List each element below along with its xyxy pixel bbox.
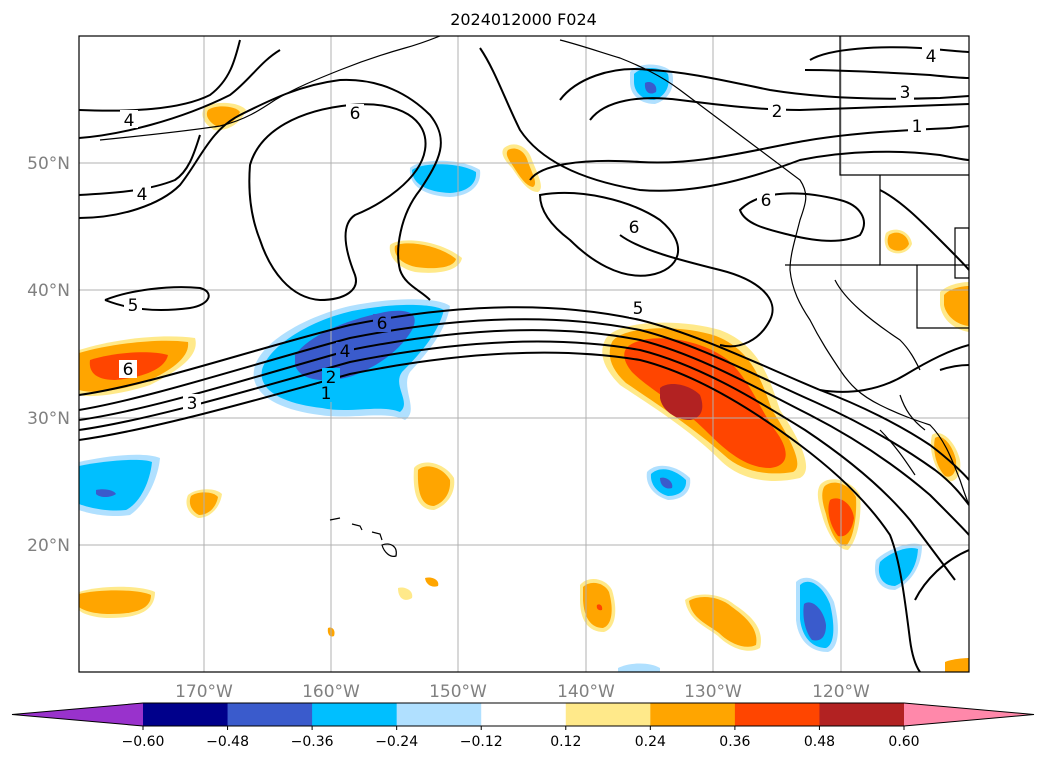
contour-label: 4 — [124, 111, 135, 131]
contour-label: 6 — [761, 191, 772, 211]
colorbar-tick-label: −0.12 — [460, 734, 503, 750]
colorbar-segment — [734, 703, 820, 726]
map-content — [79, 36, 969, 672]
colorbar-segment — [819, 703, 905, 726]
colorbar-segment — [143, 703, 229, 726]
colorbar-segment — [565, 703, 651, 726]
contour-label: 1 — [321, 384, 332, 404]
contour-label: 4 — [926, 47, 937, 67]
contour-label: 2 — [772, 102, 783, 122]
colorbar-tick-label: 0.36 — [719, 734, 750, 750]
contour-label: 6 — [123, 360, 134, 380]
map-title: 2024012000 F024 — [450, 10, 597, 29]
colorbar-extend-low — [12, 703, 143, 726]
lon-axis: 170°W 160°W 150°W 140°W 130°W 120°W — [175, 682, 870, 702]
lon-tick-label: 170°W — [175, 682, 233, 702]
lat-tick-label: 50°N — [27, 154, 70, 174]
contour-label: 1 — [912, 117, 923, 137]
colorbar-segment — [312, 703, 398, 726]
colorbar-tick-label: 0.48 — [804, 734, 835, 750]
contour-label: 5 — [128, 296, 139, 316]
colorbar-tick-label: 0.60 — [888, 734, 919, 750]
contour-label: 6 — [377, 314, 388, 334]
contour-label: 2 — [326, 368, 337, 388]
contour-label: 4 — [137, 185, 148, 205]
lon-tick-label: 120°W — [812, 682, 870, 702]
lat-tick-label: 20°N — [27, 536, 70, 556]
lon-tick-label: 150°W — [429, 682, 487, 702]
lon-tick-label: 140°W — [557, 682, 615, 702]
coastlines — [99, 36, 969, 557]
contour-label: 3 — [900, 83, 911, 103]
contour-label: 6 — [350, 104, 361, 124]
lon-tick-label: 160°W — [302, 682, 360, 702]
contour-label: 5 — [633, 299, 644, 319]
colorbar-segment — [396, 703, 482, 726]
map-frame — [78, 35, 970, 673]
contour-label: 4 — [340, 342, 351, 362]
colorbar: −0.60 −0.48 −0.36 −0.24 −0.12 0.12 0.24 0.36 0.4… — [11, 702, 1035, 750]
colorbar-tick-label: −0.24 — [375, 734, 418, 750]
colorbar-tick-label: −0.48 — [206, 734, 249, 750]
colorbar-segment — [481, 703, 567, 726]
contour-label-group: 4 6 4 5 6 3 4 2 1 5 6 6 4 3 2 1 6 — [119, 47, 940, 414]
colorbar-tick-label: −0.60 — [122, 734, 165, 750]
gridlines — [79, 36, 969, 672]
colorbar-tick-label: −0.36 — [291, 734, 334, 750]
colorbar-segment — [650, 703, 736, 726]
lat-tick-label: 40°N — [27, 281, 70, 301]
lon-tick-label: 130°W — [684, 682, 742, 702]
map-background — [79, 36, 969, 672]
contour-label: 6 — [629, 218, 640, 238]
colorbar-tick-label: 0.12 — [550, 734, 581, 750]
colorbar-tick-label: 0.24 — [635, 734, 666, 750]
lat-axis: 50°N 40°N 30°N 20°N — [27, 154, 70, 556]
contour-label: 3 — [187, 394, 198, 414]
colorbar-segment — [227, 703, 313, 726]
contour-lines — [79, 39, 969, 672]
lat-tick-label: 30°N — [27, 409, 70, 429]
colorbar-extend-high — [904, 703, 1034, 726]
